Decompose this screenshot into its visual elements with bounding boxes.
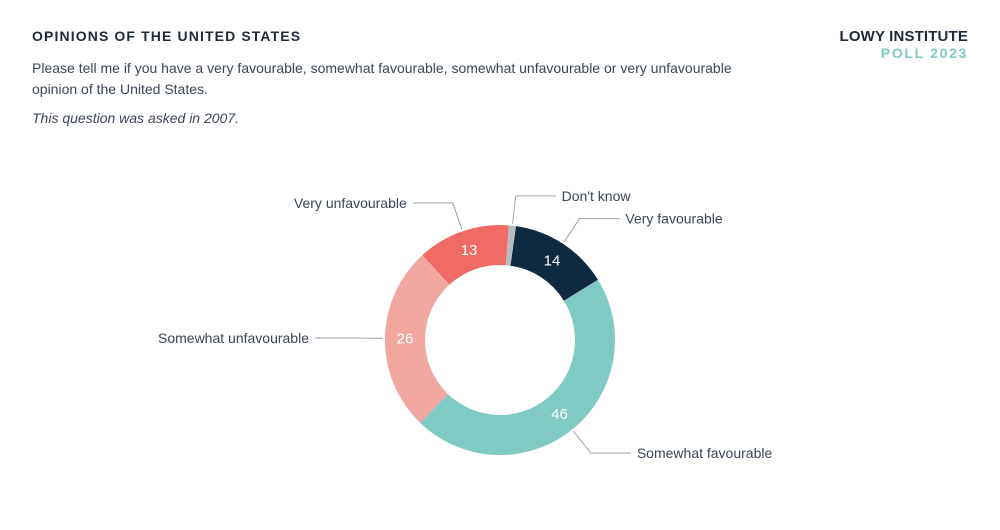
leader-line-very_unfavourable (413, 203, 462, 229)
donut-label-dont_know: Don't know (562, 188, 632, 204)
header: OPINIONS OF THE UNITED STATES Please tel… (0, 0, 1000, 126)
donut-label-somewhat_favourable: Somewhat favourable (637, 445, 773, 461)
question-note: This question was asked in 2007. (32, 110, 732, 126)
donut-chart: 14 46 26 13 Very favourable Somewhat favourab… (0, 130, 1000, 530)
brand-line-2: POLL 2023 (840, 45, 969, 61)
header-left: OPINIONS OF THE UNITED STATES Please tel… (32, 28, 732, 126)
page-title: OPINIONS OF THE UNITED STATES (32, 28, 732, 44)
donut-value-very_unfavourable: 13 (461, 242, 478, 259)
leader-line-somewhat_favourable (573, 431, 631, 453)
donut-value-very_favourable: 14 (544, 253, 561, 270)
donut-segment-somewhat_favourable (420, 280, 615, 455)
donut-value-somewhat_favourable: 46 (551, 406, 568, 423)
donut-label-very_favourable: Very favourable (625, 211, 722, 227)
donut-label-very_unfavourable: Very unfavourable (294, 195, 407, 211)
donut-value-somewhat_unfavourable: 26 (397, 331, 414, 348)
leader-line-dont_know (513, 196, 556, 224)
donut-label-somewhat_unfavourable: Somewhat unfavourable (158, 330, 309, 346)
question-text: Please tell me if you have a very favour… (32, 58, 732, 100)
brand-line-1: LOWY INSTITUTE (840, 28, 969, 45)
donut-segment-somewhat_unfavourable (385, 255, 449, 423)
brand-block: LOWY INSTITUTE POLL 2023 (840, 28, 969, 61)
leader-line-very_favourable (564, 219, 619, 242)
donut-chart-svg: 14 46 26 13 Very favourable Somewhat favourab… (0, 130, 1000, 530)
